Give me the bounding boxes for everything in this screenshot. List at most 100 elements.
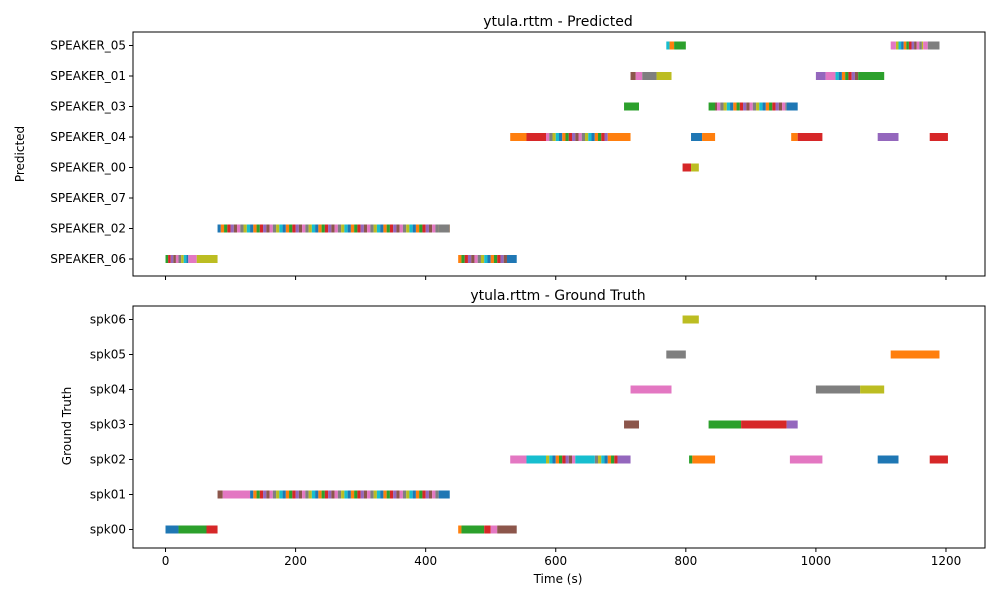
segment-ground-truth bbox=[559, 455, 563, 464]
segment-predicted bbox=[581, 133, 586, 141]
segment-ground-truth bbox=[692, 455, 716, 464]
segment-predicted bbox=[357, 224, 361, 233]
segment-predicted bbox=[691, 133, 703, 141]
segment-ground-truth bbox=[510, 455, 527, 464]
y-tick-label: spk03 bbox=[90, 418, 126, 432]
segment-ground-truth bbox=[438, 490, 450, 499]
segment-ground-truth bbox=[562, 455, 566, 464]
segment-predicted bbox=[591, 133, 595, 141]
segment-predicted bbox=[572, 133, 576, 141]
segment-predicted bbox=[279, 224, 283, 233]
segment-predicted bbox=[717, 102, 721, 111]
segment-predicted bbox=[263, 224, 267, 233]
segment-predicted bbox=[562, 133, 566, 141]
segment-predicted bbox=[324, 224, 329, 233]
segment-predicted bbox=[642, 72, 657, 80]
segment-predicted bbox=[841, 72, 846, 80]
y-ticks-predicted: SPEAKER_05 SPEAKER_01 SPEAKER_03 SPEAKER_04… bbox=[50, 39, 133, 266]
segment-predicted bbox=[237, 224, 241, 233]
segment-predicted bbox=[578, 133, 582, 141]
segment-predicted bbox=[188, 255, 197, 263]
y-tick-label: SPEAKER_06 bbox=[50, 252, 126, 266]
segment-predicted bbox=[746, 102, 750, 111]
segment-predicted bbox=[318, 224, 322, 233]
segment-predicted bbox=[289, 224, 293, 233]
segment-predicted bbox=[243, 224, 247, 233]
segment-ground-truth bbox=[250, 490, 254, 499]
segment-predicted bbox=[393, 224, 397, 233]
segment-predicted bbox=[386, 224, 390, 233]
segment-predicted bbox=[901, 41, 904, 50]
segment-predicted bbox=[919, 41, 922, 50]
segment-ground-truth bbox=[461, 525, 485, 534]
segment-ground-truth bbox=[308, 490, 312, 499]
segment-predicted bbox=[607, 133, 631, 141]
x-tick-label: 400 bbox=[414, 554, 437, 568]
segment-ground-truth bbox=[594, 455, 599, 464]
segment-ground-truth bbox=[311, 490, 316, 499]
segment-predicted bbox=[259, 224, 264, 233]
segment-ground-truth bbox=[334, 490, 338, 499]
segment-predicted bbox=[250, 224, 254, 233]
segment-ground-truth bbox=[282, 490, 286, 499]
segment-ground-truth bbox=[222, 490, 251, 499]
segment-predicted bbox=[474, 255, 478, 263]
segment-ground-truth bbox=[929, 455, 948, 464]
y-tick-label: spk02 bbox=[90, 453, 126, 467]
segment-predicted bbox=[178, 255, 182, 263]
segment-predicted bbox=[438, 224, 450, 233]
segment-predicted bbox=[253, 224, 257, 233]
segment-ground-truth bbox=[292, 490, 296, 499]
segment-ground-truth bbox=[165, 525, 179, 534]
segment-predicted bbox=[311, 224, 316, 233]
segment-predicted bbox=[412, 224, 416, 233]
y-tick-label: spk04 bbox=[90, 383, 126, 397]
x-ticks-predicted bbox=[165, 276, 947, 280]
segment-ground-truth bbox=[666, 350, 686, 359]
segment-ground-truth bbox=[386, 490, 390, 499]
segments-predicted bbox=[165, 41, 948, 263]
plot-frame-predicted bbox=[132, 31, 986, 277]
segment-ground-truth bbox=[412, 490, 416, 499]
segment-predicted bbox=[854, 72, 859, 80]
segment-ground-truth bbox=[598, 455, 602, 464]
segment-predicted bbox=[726, 102, 731, 111]
segment-ground-truth bbox=[425, 490, 429, 499]
segment-ground-truth bbox=[484, 525, 491, 534]
segment-ground-truth bbox=[399, 490, 403, 499]
segment-predicted bbox=[848, 72, 852, 80]
segment-ground-truth bbox=[253, 490, 257, 499]
segment-predicted bbox=[736, 102, 740, 111]
segment-predicted bbox=[545, 133, 550, 141]
segment-ground-truth bbox=[289, 490, 293, 499]
segment-predicted bbox=[733, 102, 737, 111]
segment-predicted bbox=[170, 255, 174, 263]
segment-predicted bbox=[890, 41, 896, 50]
segment-ground-truth bbox=[321, 490, 325, 499]
segment-ground-truth bbox=[575, 455, 595, 464]
x-axis-label-ground-truth: Time (s) bbox=[533, 572, 583, 586]
segment-ground-truth bbox=[458, 525, 462, 534]
chart-ground-truth: ytula.rttm - Ground Truth Ground Truth s… bbox=[60, 288, 986, 586]
y-tick-label: spk05 bbox=[90, 348, 126, 362]
chart-title-predicted: ytula.rttm - Predicted bbox=[483, 14, 633, 30]
segment-ground-truth bbox=[741, 420, 787, 429]
segment-predicted bbox=[594, 133, 599, 141]
segment-predicted bbox=[295, 224, 299, 233]
segment-predicted bbox=[759, 102, 763, 111]
segment-predicted bbox=[173, 255, 176, 263]
segment-predicted bbox=[183, 255, 187, 263]
y-tick-label: SPEAKER_07 bbox=[50, 191, 126, 205]
segment-predicted bbox=[360, 224, 364, 233]
segment-predicted bbox=[635, 72, 643, 80]
segment-ground-truth bbox=[315, 490, 319, 499]
segment-predicted bbox=[415, 224, 420, 233]
segment-ground-truth bbox=[263, 490, 267, 499]
segment-predicted bbox=[409, 224, 413, 233]
segment-ground-truth bbox=[526, 455, 546, 464]
segment-ground-truth bbox=[305, 490, 309, 499]
segment-ground-truth bbox=[786, 420, 798, 429]
segment-predicted bbox=[266, 224, 270, 233]
segment-predicted bbox=[838, 72, 842, 80]
segment-predicted bbox=[367, 224, 371, 233]
